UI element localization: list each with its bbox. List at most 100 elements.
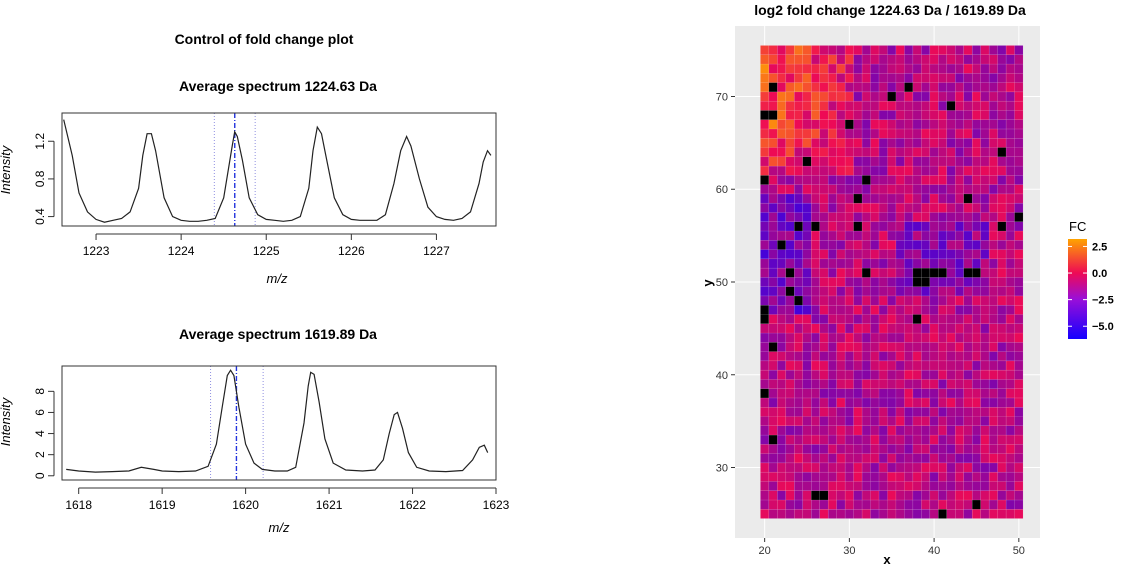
heatmap-cell [929, 212, 939, 222]
heatmap-cell [980, 434, 990, 445]
heatmap-cell [912, 416, 922, 427]
heatmap-cell [971, 100, 981, 111]
heatmap-cell [844, 286, 854, 297]
heatmap-cell [929, 175, 939, 185]
heatmap-cell [980, 490, 990, 501]
heatmap-cell [861, 406, 871, 417]
heatmap-cell [785, 212, 795, 222]
heatmap-cell [819, 184, 829, 195]
heatmap-cell [844, 314, 854, 324]
heatmap-cell [887, 369, 897, 380]
heatmap-cell [929, 156, 939, 167]
heatmap-cell [785, 342, 795, 352]
heatmap-cell [794, 397, 804, 408]
heatmap-cell [870, 258, 880, 269]
heatmap-cell [819, 499, 829, 510]
heatmap-cell [777, 499, 787, 510]
heatmap-cell [827, 351, 837, 362]
heatmap-cell [895, 277, 905, 287]
heatmap-cell [988, 471, 998, 482]
heatmap-cell [938, 509, 948, 519]
heatmap-cell [836, 184, 846, 195]
heatmap-cell [836, 212, 846, 222]
heatmap-cell [997, 295, 1007, 306]
heatmap-cell [904, 230, 914, 241]
heatmap-cell [785, 156, 795, 167]
heatmap-cell [938, 406, 948, 417]
heatmap-cell [904, 110, 914, 120]
heatmap-cell [980, 304, 990, 315]
heatmap-cell [870, 351, 880, 362]
heatmap-cell [827, 397, 837, 408]
heatmap-cell [887, 240, 897, 250]
heatmap-cell [887, 397, 897, 408]
heatmap-cell [988, 119, 998, 130]
heatmap-cell [912, 258, 922, 269]
heatmap-cell [938, 499, 948, 510]
spectrum-1619-title: Average spectrum 1619.89 Da [179, 326, 377, 342]
spectrum-1224-xlabel: m/z [267, 271, 288, 286]
heatmap-cell [955, 369, 964, 380]
heatmap-cell [895, 351, 905, 362]
heatmap-cell [1014, 342, 1024, 352]
heatmap-cell [844, 388, 854, 399]
heatmap-cell [997, 91, 1007, 102]
heatmap-cell [921, 175, 931, 185]
heatmap-cell [819, 240, 829, 250]
heatmap-cell [811, 175, 820, 185]
heatmap-cell [963, 416, 973, 427]
heatmap-cell [836, 45, 846, 56]
heatmap-cell [997, 240, 1007, 250]
heatmap-cell [811, 453, 820, 464]
spectrum-1224-title: Average spectrum 1224.63 Da [179, 78, 377, 94]
heatmap-cell [955, 240, 964, 250]
heatmap-cell [1014, 147, 1024, 158]
heatmap-cell [955, 175, 964, 185]
heatmap-cell [1005, 193, 1015, 204]
heatmap-cell [853, 175, 863, 185]
heatmap-cell [861, 499, 871, 510]
heatmap-cell [802, 267, 812, 278]
heatmap-cell [768, 147, 778, 158]
heatmap-cell [963, 397, 973, 408]
heatmap-cell [870, 509, 880, 519]
heatmap-cell [980, 54, 990, 65]
heatmap-cell [760, 351, 770, 362]
heatmap-cell [938, 128, 948, 139]
heatmap-cell [802, 332, 812, 343]
heatmap-cell [878, 202, 888, 213]
heatmap-cell [785, 369, 795, 380]
heatmap-cell [878, 221, 888, 232]
heatmap-cell [963, 193, 973, 204]
heatmap-cell [760, 406, 770, 417]
heatmap-cell [921, 221, 931, 232]
heatmap-cell [980, 369, 990, 380]
heatmap-cell [929, 63, 939, 74]
heatmap-cell [827, 202, 837, 213]
heatmap-cell [955, 332, 964, 343]
heatmap-cells [760, 45, 1024, 519]
heatmap-cell [785, 481, 795, 491]
heatmap-cell [946, 323, 956, 334]
heatmap-cell [895, 267, 905, 278]
heatmap-cell [955, 63, 964, 74]
heatmap-cell [819, 462, 829, 473]
heatmap-cell [836, 63, 846, 74]
heatmap-cell [819, 202, 829, 213]
heatmap-cell [1014, 91, 1024, 102]
heatmap-cell [971, 425, 981, 436]
heatmap-cell [802, 369, 812, 380]
heatmap-cell [777, 193, 787, 204]
heatmap-cell [819, 397, 829, 408]
heatmap-cell [870, 110, 880, 120]
heatmap-cell [912, 369, 922, 380]
heatmap-cell [921, 63, 931, 74]
heatmap-cell [971, 351, 981, 362]
heatmap-cell [895, 286, 905, 297]
heatmap-cell [938, 314, 948, 324]
heatmap-cell [938, 481, 948, 491]
heatmap-cell [861, 351, 871, 362]
heatmap-cell [844, 434, 854, 445]
heatmap-cell [878, 267, 888, 278]
heatmap-cell [963, 221, 973, 232]
